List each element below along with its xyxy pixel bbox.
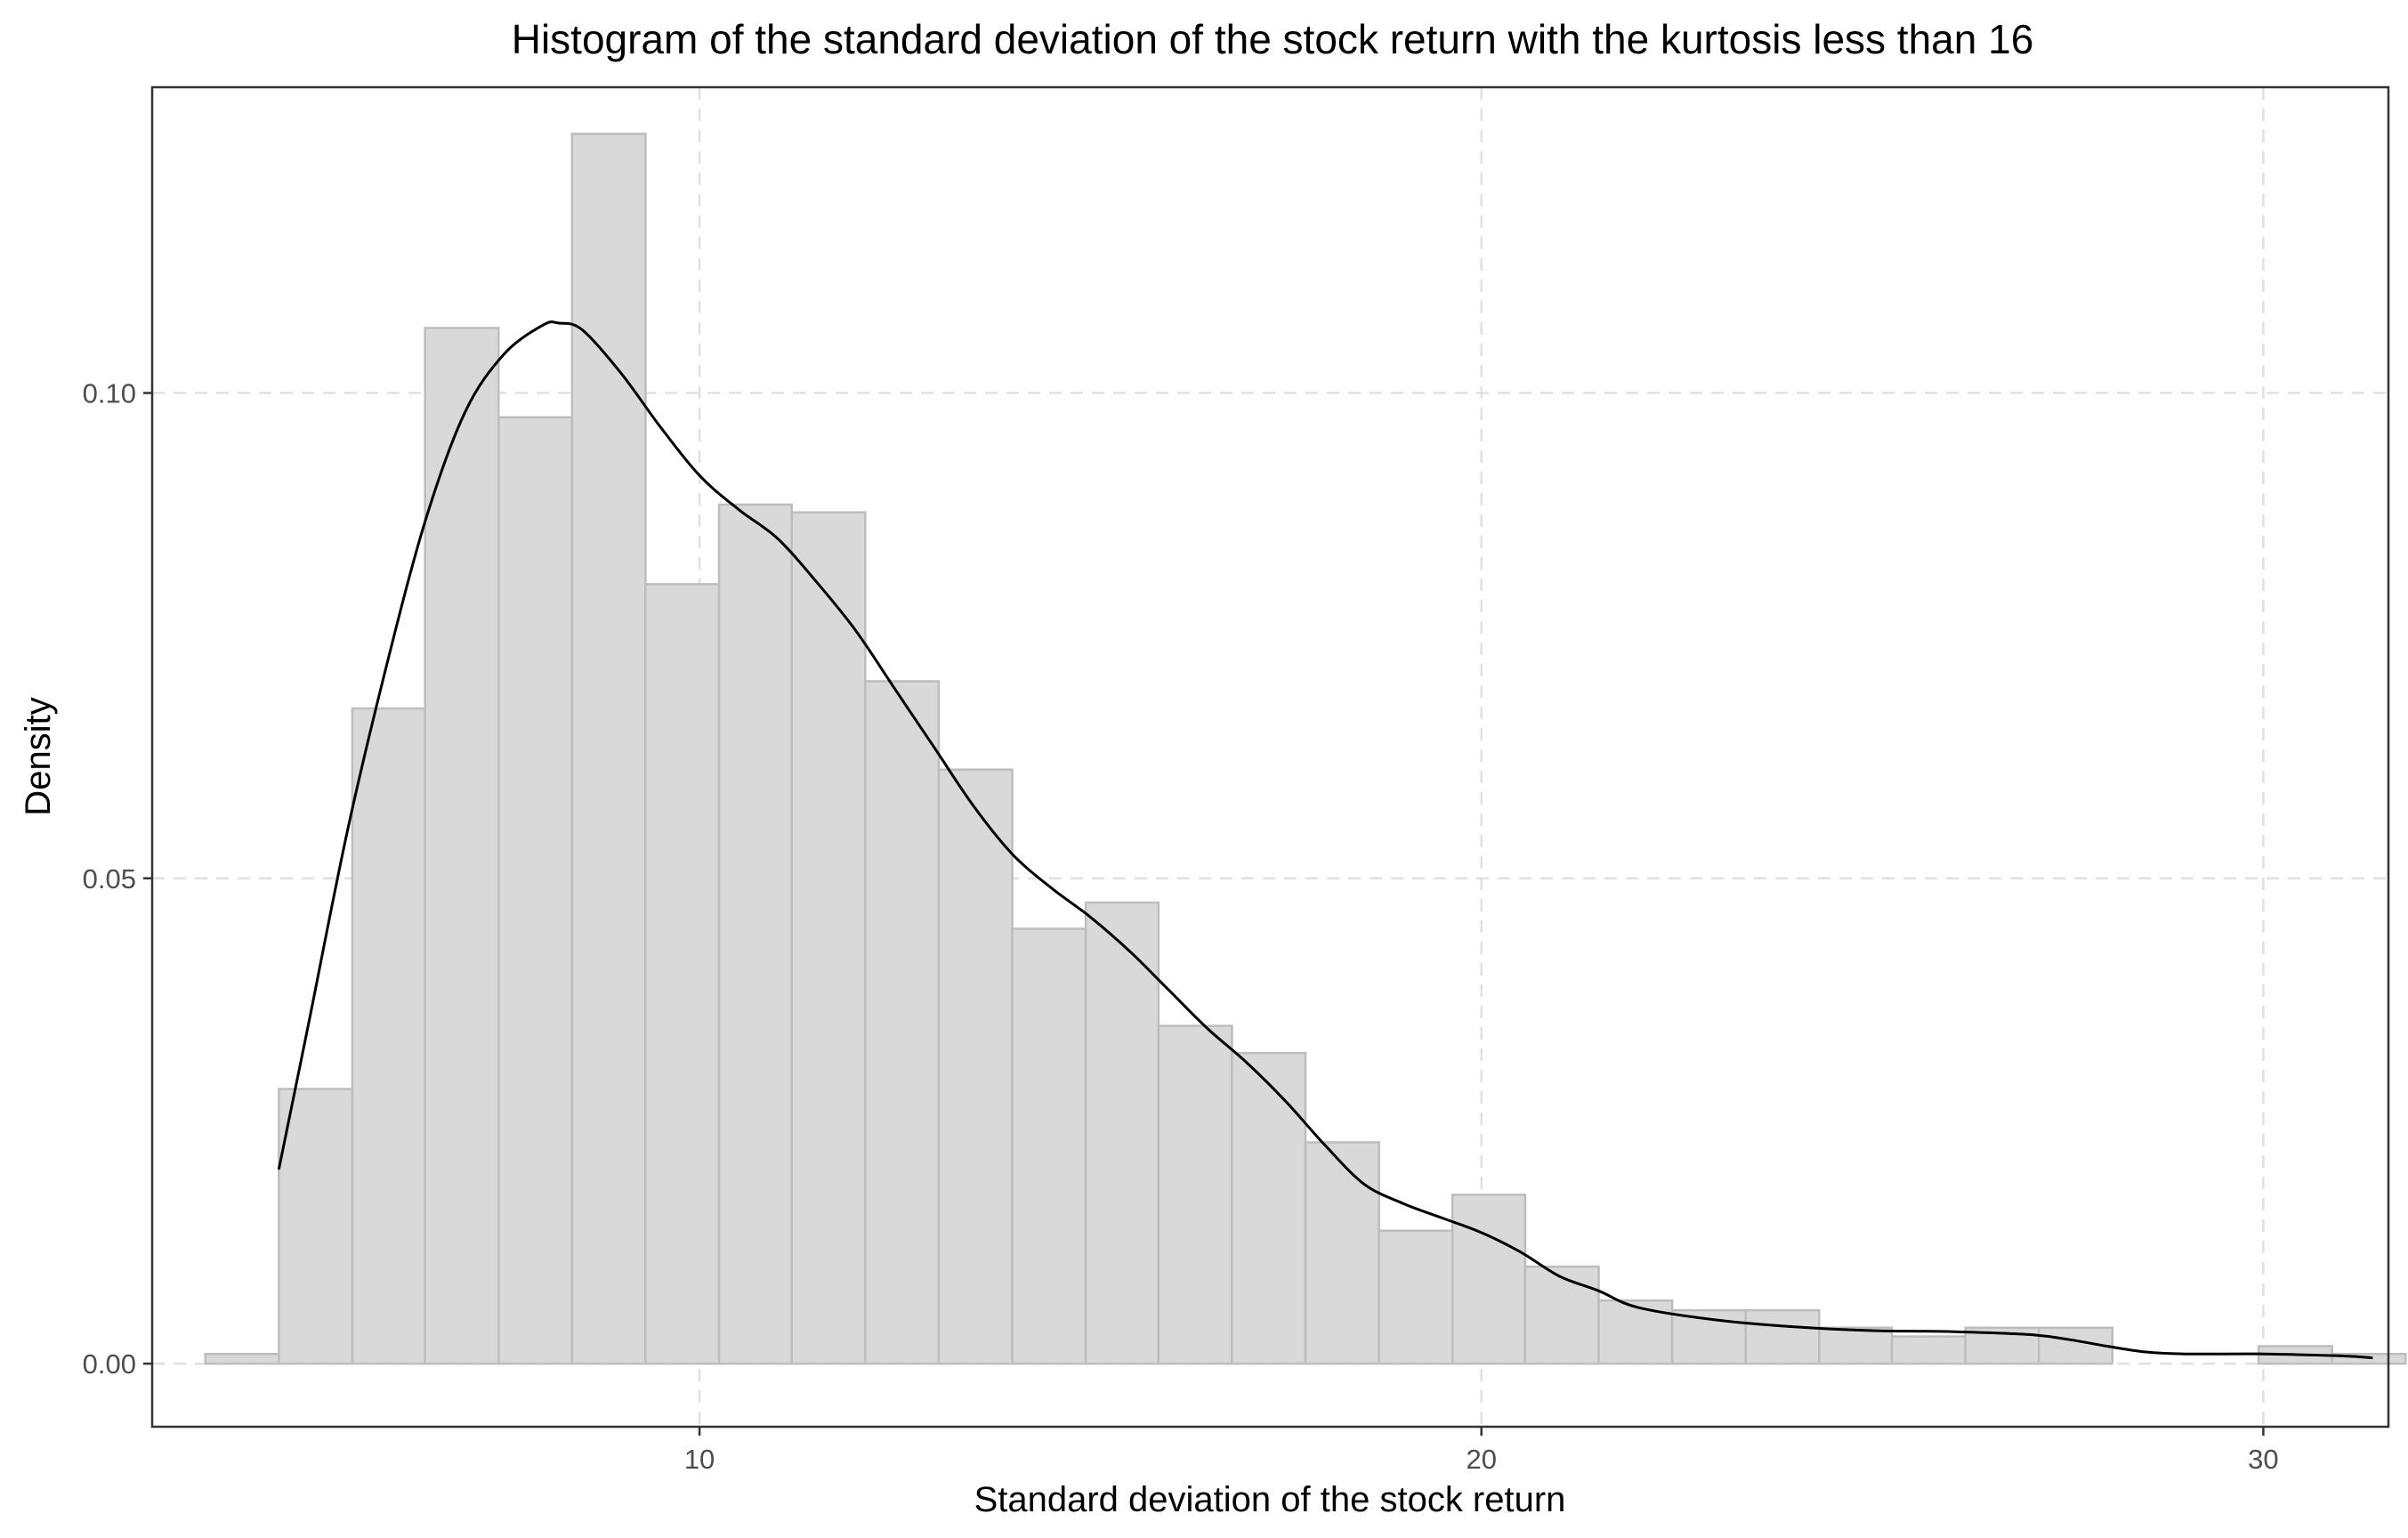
histogram-bar-23 [1890, 1335, 1967, 1365]
histogram-bar-5 [570, 133, 647, 1365]
histogram-bar-18 [1523, 1265, 1600, 1365]
chart-title: Histogram of the standard deviation of t… [512, 16, 2034, 62]
histogram-bar-21 [1744, 1308, 1821, 1365]
histogram-bar-17 [1450, 1194, 1527, 1365]
axis-ticks: 10 20 30 0.00 0.05 0.10 [83, 378, 2279, 1475]
histogram-bar-8 [790, 511, 867, 1365]
histogram-bar-11 [1011, 927, 1087, 1365]
x-tick-label-1: 20 [1466, 1444, 1496, 1475]
x-tick-label-2: 30 [2248, 1444, 2278, 1475]
y-tick-label-1: 0.05 [83, 863, 136, 894]
histogram-bar-7 [717, 503, 794, 1365]
histogram-bar-15 [1304, 1141, 1380, 1365]
histogram-bar-6 [644, 583, 721, 1365]
x-axis-title: Standard deviation of the stock return [974, 1480, 1566, 1519]
y-tick-label-2: 0.10 [83, 378, 136, 409]
density-curve [277, 320, 2373, 1360]
histogram-bar-1 [278, 1088, 354, 1365]
histogram-bar-16 [1378, 1229, 1454, 1365]
histogram-bar-12 [1084, 901, 1160, 1365]
y-axis-title: Density [19, 697, 58, 815]
histogram-bar-10 [937, 768, 1014, 1365]
histogram-bar-13 [1157, 1024, 1233, 1365]
histogram-bar-19 [1597, 1299, 1674, 1365]
y-tick-label-0: 0.00 [83, 1348, 136, 1380]
histogram-bars [204, 133, 2407, 1365]
histogram-bar-14 [1231, 1051, 1307, 1365]
histogram-bar-0 [204, 1352, 280, 1365]
plot-panel-border [150, 85, 2390, 1429]
histogram-bar-22 [1818, 1326, 1894, 1365]
x-tick-label-0: 10 [684, 1444, 715, 1475]
histogram-bar-2 [351, 707, 426, 1365]
histogram-bar-9 [864, 680, 941, 1365]
histogram-bar-4 [497, 416, 574, 1365]
